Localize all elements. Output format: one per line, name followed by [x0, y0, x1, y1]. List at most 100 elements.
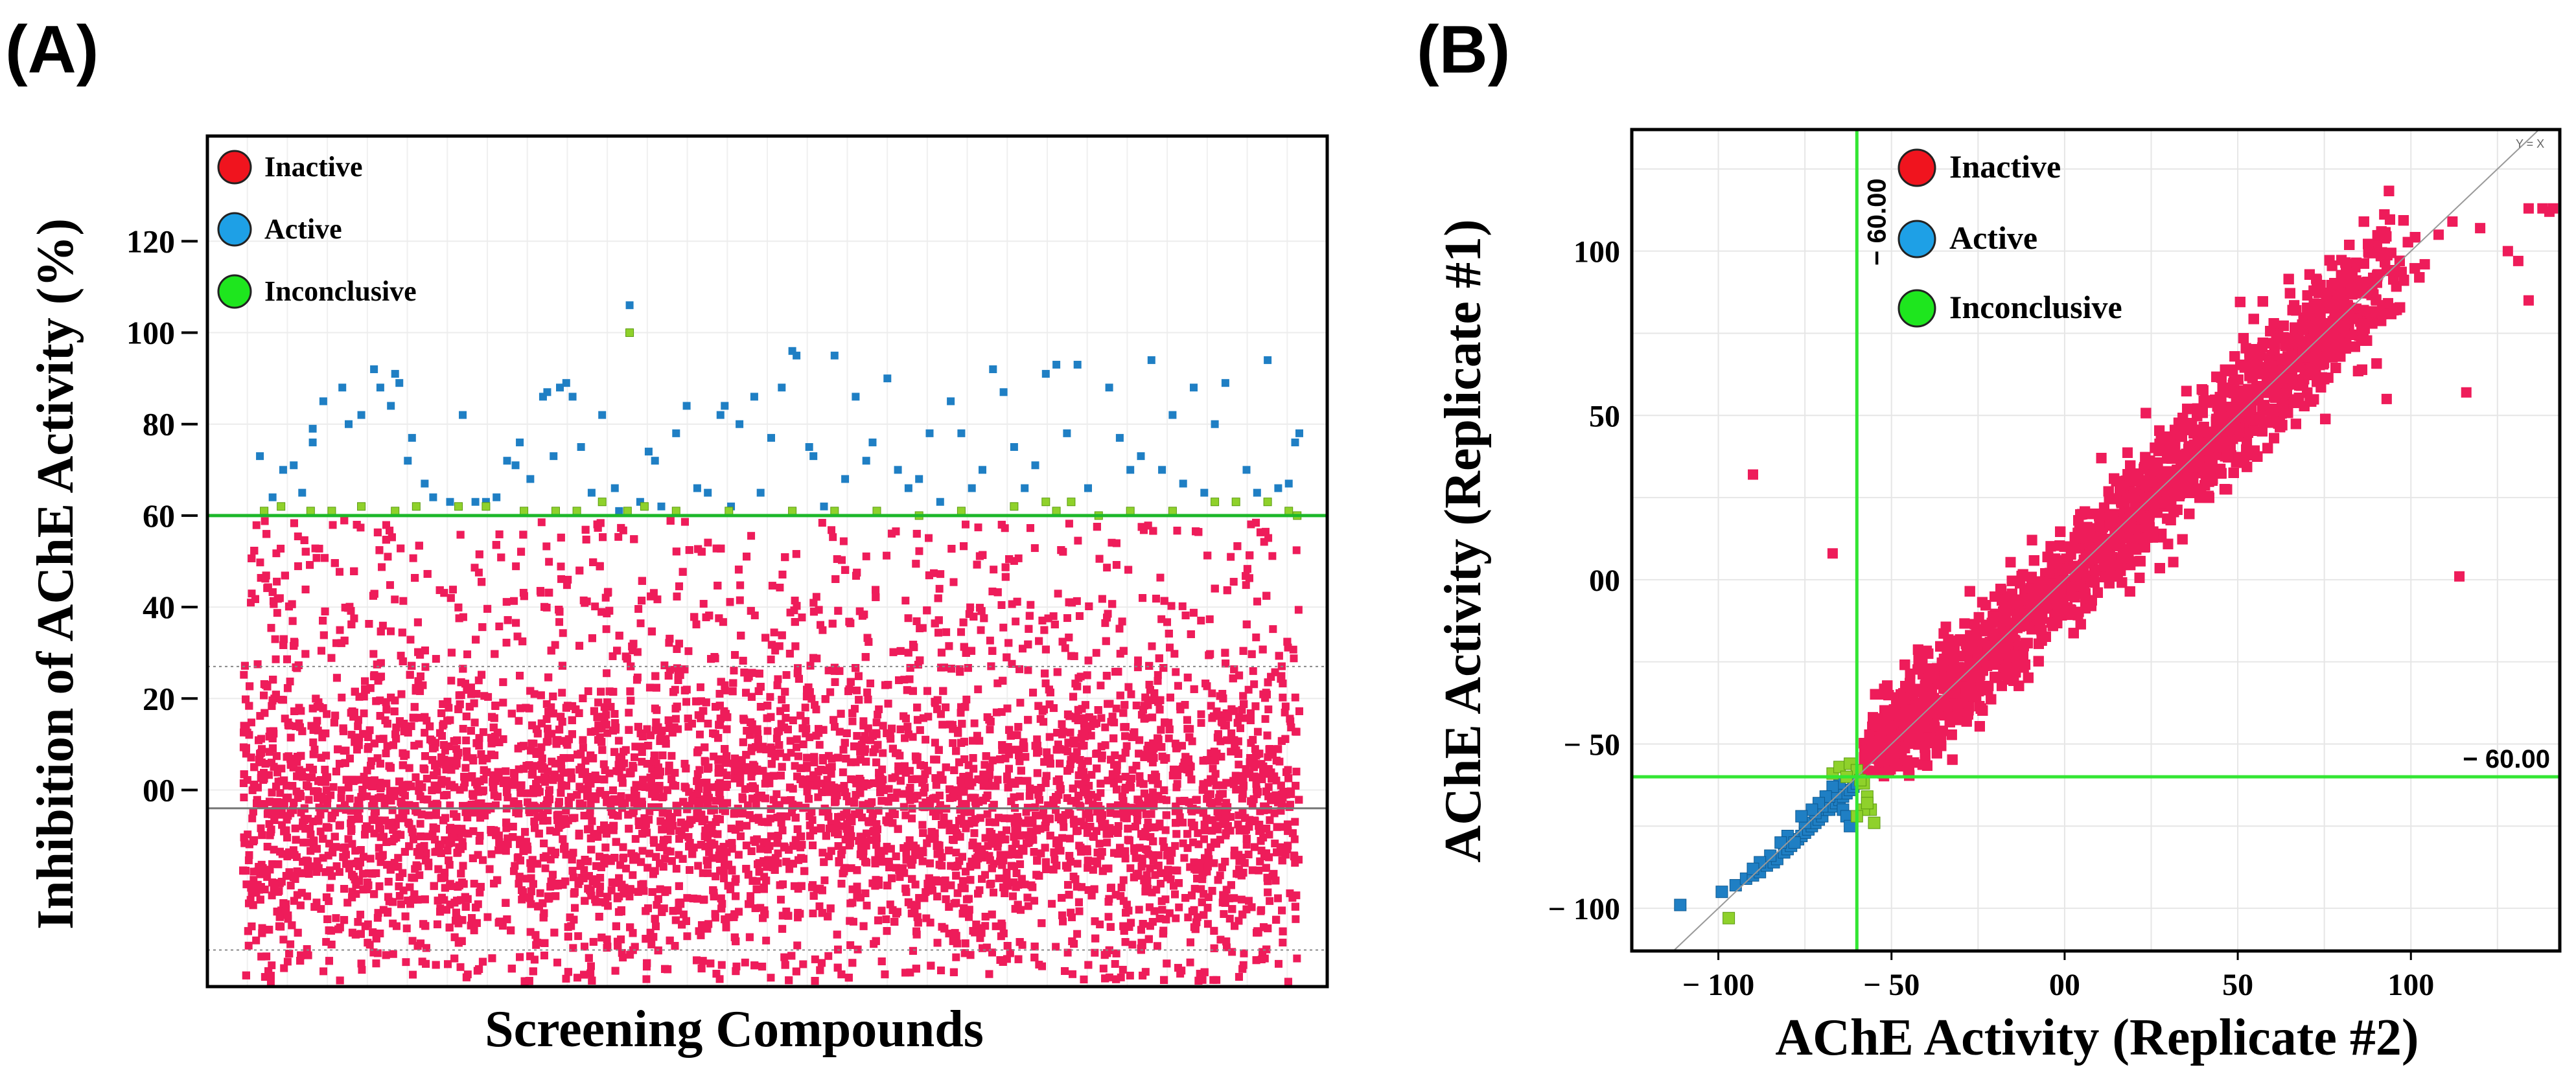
inactive-point [839, 746, 848, 754]
inactive-point [879, 749, 887, 757]
inactive-point [1063, 614, 1071, 623]
inactive-point [741, 958, 749, 967]
inactive-point [974, 523, 982, 532]
inactive-point [272, 655, 280, 663]
inactive-point [252, 936, 261, 944]
inactive-point [997, 601, 1006, 610]
inactive-point [862, 552, 870, 560]
inactive-point [415, 740, 423, 748]
inactive-point [863, 901, 871, 910]
inactive-point [1060, 823, 1068, 831]
inactive-point [536, 889, 544, 897]
inactive-point [406, 635, 415, 644]
inactive-point [1097, 681, 1105, 690]
inactive-point [1038, 962, 1047, 970]
inactive-point [1167, 602, 1176, 610]
inactive-point [369, 650, 378, 658]
inactive-point [1031, 803, 1039, 812]
inactive-point [762, 936, 771, 944]
inactive-point [977, 626, 985, 634]
inactive-point [596, 889, 604, 897]
inactive-point [1048, 900, 1056, 908]
inactive-point [240, 670, 248, 679]
inactive-point [614, 737, 623, 745]
inactive-point [1016, 698, 1025, 707]
inactive-point [1225, 915, 1234, 923]
inactive-point [763, 727, 772, 735]
inactive-point [1063, 948, 1072, 957]
inactive-point [487, 850, 496, 858]
inactive-point [768, 582, 776, 590]
inactive-point [336, 626, 344, 634]
inactive-point [882, 915, 890, 924]
inactive-point [986, 636, 994, 645]
inactive-point [925, 534, 933, 542]
inactive-point [1281, 702, 1290, 711]
inactive-point [569, 944, 577, 952]
inactive-point [303, 945, 311, 954]
inactive-point [583, 597, 591, 606]
inactive-point [634, 605, 643, 613]
inactive-point [1126, 971, 1134, 979]
inactive-point [1050, 855, 1059, 864]
inactive-point [392, 922, 400, 930]
inactive-point [999, 623, 1008, 632]
inactive-point [1173, 780, 1181, 788]
inactive-point [799, 740, 807, 749]
inactive-point [625, 709, 633, 717]
inactive-point [790, 882, 798, 890]
inactive-point [947, 862, 955, 870]
inactive-point [1269, 625, 1277, 634]
inactive-point [527, 865, 535, 873]
inactive-point [1292, 768, 1301, 776]
inactive-point [1203, 920, 1212, 928]
inactive-point [1022, 808, 1030, 816]
inactive-point [1253, 727, 1262, 736]
inactive-point [240, 793, 248, 801]
inactive-point [1098, 595, 1106, 603]
inactive-point [1156, 573, 1165, 582]
inactive-point [780, 953, 789, 961]
inactive-point [704, 538, 712, 547]
inactive-point [1112, 704, 1120, 713]
inactive-point [558, 689, 566, 697]
inactive-point [952, 953, 960, 961]
inactive-point [598, 608, 606, 616]
inactive-point [1257, 907, 1265, 915]
inactive-point [924, 713, 933, 721]
inactive-point [569, 873, 577, 882]
inactive-point [321, 766, 329, 774]
inactive-point [244, 941, 253, 950]
inactive-point [462, 736, 470, 744]
inactive-point [470, 564, 479, 572]
inactive-point [863, 688, 872, 696]
inactive-point [671, 715, 680, 723]
inactive-point [961, 520, 969, 529]
inactive-point [487, 750, 495, 759]
inactive-point [389, 950, 397, 958]
inactive-point [335, 567, 343, 576]
inactive-point [824, 666, 833, 674]
inactive-point [305, 763, 314, 772]
inactive-point [799, 960, 807, 968]
inactive-point [1142, 810, 1150, 818]
inactive-point [838, 556, 846, 564]
inactive-point [1291, 818, 1299, 826]
inactive-point [384, 553, 392, 561]
inactive-point [1012, 617, 1020, 626]
inactive-point [1205, 615, 1214, 623]
inactive-point [695, 730, 704, 738]
inactive-point [1293, 954, 1301, 963]
inactive-point [586, 962, 595, 970]
inactive-point [402, 958, 410, 967]
inactive-point [815, 902, 824, 911]
inactive-point [1249, 667, 1257, 675]
inactive-point [515, 880, 523, 888]
inactive-point [747, 532, 756, 540]
inactive-point [563, 581, 571, 590]
inactive-point [1249, 736, 1257, 744]
inactive-point [966, 603, 975, 612]
inactive-point [824, 952, 833, 960]
inactive-point [940, 884, 949, 893]
